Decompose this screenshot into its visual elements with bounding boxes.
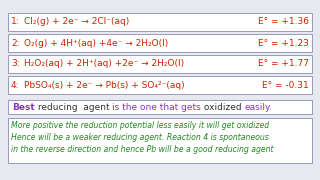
Text: is the one that gets: is the one that gets xyxy=(112,102,201,111)
Text: E° = -0.31: E° = -0.31 xyxy=(262,80,309,89)
FancyBboxPatch shape xyxy=(8,34,312,52)
Text: easily.: easily. xyxy=(244,102,273,111)
Text: PbSO₄(s) + 2e⁻ → Pb(s) + SO₄²⁻(aq): PbSO₄(s) + 2e⁻ → Pb(s) + SO₄²⁻(aq) xyxy=(24,80,185,89)
Text: E° = +1.36: E° = +1.36 xyxy=(258,17,309,26)
FancyBboxPatch shape xyxy=(8,100,312,114)
FancyBboxPatch shape xyxy=(8,76,312,94)
Text: E° = +1.77: E° = +1.77 xyxy=(258,60,309,69)
Text: 2:: 2: xyxy=(11,39,20,48)
Text: 4:: 4: xyxy=(11,80,20,89)
FancyBboxPatch shape xyxy=(8,13,312,31)
Text: 3:: 3: xyxy=(11,60,20,69)
Text: oxidized: oxidized xyxy=(201,102,244,111)
Text: Best: Best xyxy=(12,102,35,111)
Text: More positive the reduction potential less easily it will get oxidized
Hence wil: More positive the reduction potential le… xyxy=(11,121,274,154)
Text: reducing  agent: reducing agent xyxy=(35,102,112,111)
Text: O₂(g) + 4H⁺(aq) +4e⁻ → 2H₂O(l): O₂(g) + 4H⁺(aq) +4e⁻ → 2H₂O(l) xyxy=(24,39,168,48)
Text: Cl₂(g) + 2e⁻ → 2Cl⁻(aq): Cl₂(g) + 2e⁻ → 2Cl⁻(aq) xyxy=(24,17,129,26)
FancyBboxPatch shape xyxy=(8,55,312,73)
FancyBboxPatch shape xyxy=(8,118,312,163)
Text: 1:: 1: xyxy=(11,17,20,26)
Text: E° = +1.23: E° = +1.23 xyxy=(258,39,309,48)
Text: H₂O₂(aq) + 2H⁺(aq) +2e⁻ → 2H₂O(l): H₂O₂(aq) + 2H⁺(aq) +2e⁻ → 2H₂O(l) xyxy=(24,60,184,69)
